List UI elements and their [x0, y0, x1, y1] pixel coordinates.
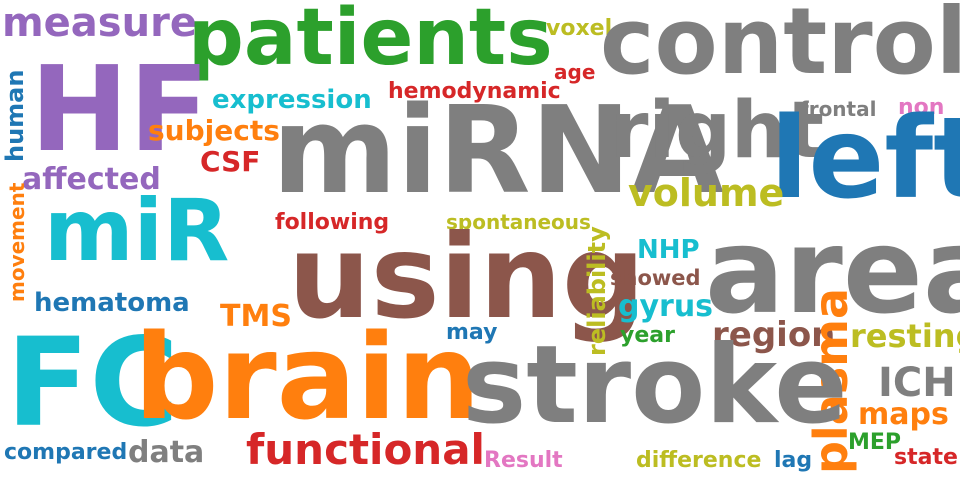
- word-affected: affected: [22, 162, 161, 197]
- word-hf: HF: [30, 40, 210, 178]
- word-brain: brain: [134, 308, 481, 446]
- word-difference: difference: [636, 448, 762, 473]
- word-left: left: [770, 94, 960, 224]
- word-result: Result: [484, 448, 563, 473]
- word-showed: showed: [610, 266, 701, 290]
- word-state: state: [894, 445, 958, 470]
- word-following: following: [275, 210, 390, 235]
- word-functional: functional: [246, 425, 485, 474]
- word-nhp: NHP: [637, 235, 700, 265]
- word-fc: FC: [6, 312, 179, 454]
- word-movement: movement: [5, 182, 29, 302]
- word-subjects: subjects: [148, 114, 280, 147]
- word-tms: TMS: [220, 299, 292, 334]
- word-may: may: [446, 320, 498, 345]
- word-patients: patients: [188, 0, 553, 83]
- word-data: data: [128, 435, 205, 470]
- word-csf: CSF: [200, 145, 261, 178]
- word-spontaneous: spontaneous: [446, 210, 591, 234]
- word-lag: lag: [774, 448, 813, 473]
- word-human: human: [1, 69, 29, 162]
- word-resting: resting: [850, 317, 960, 355]
- word-compared: compared: [4, 440, 128, 465]
- word-non: non: [898, 95, 945, 120]
- word-hematoma: hematoma: [34, 288, 190, 318]
- word-mirna: miRNA: [272, 82, 724, 221]
- word-using: using: [288, 210, 646, 345]
- word-region: region: [712, 315, 836, 355]
- word-control: control: [600, 0, 960, 95]
- word-right: right: [610, 86, 824, 176]
- word-frontal: frontal: [800, 97, 877, 121]
- word-ich: ICH: [878, 360, 956, 406]
- word-voxel: voxel: [546, 16, 613, 41]
- word-gyrus: gyrus: [618, 289, 714, 324]
- word-measure: measure: [2, 0, 197, 46]
- word-area: area: [705, 202, 960, 340]
- word-stroke: stroke: [462, 323, 848, 448]
- word-maps: maps: [858, 397, 949, 432]
- word-mep: MEP: [848, 430, 902, 455]
- word-year: year: [620, 323, 675, 348]
- word-age: age: [554, 60, 596, 84]
- word-volume: volume: [628, 171, 785, 215]
- word-expression: expression: [212, 85, 372, 115]
- word-hemodynamic: hemodynamic: [388, 79, 561, 104]
- word-mir: miR: [44, 181, 230, 281]
